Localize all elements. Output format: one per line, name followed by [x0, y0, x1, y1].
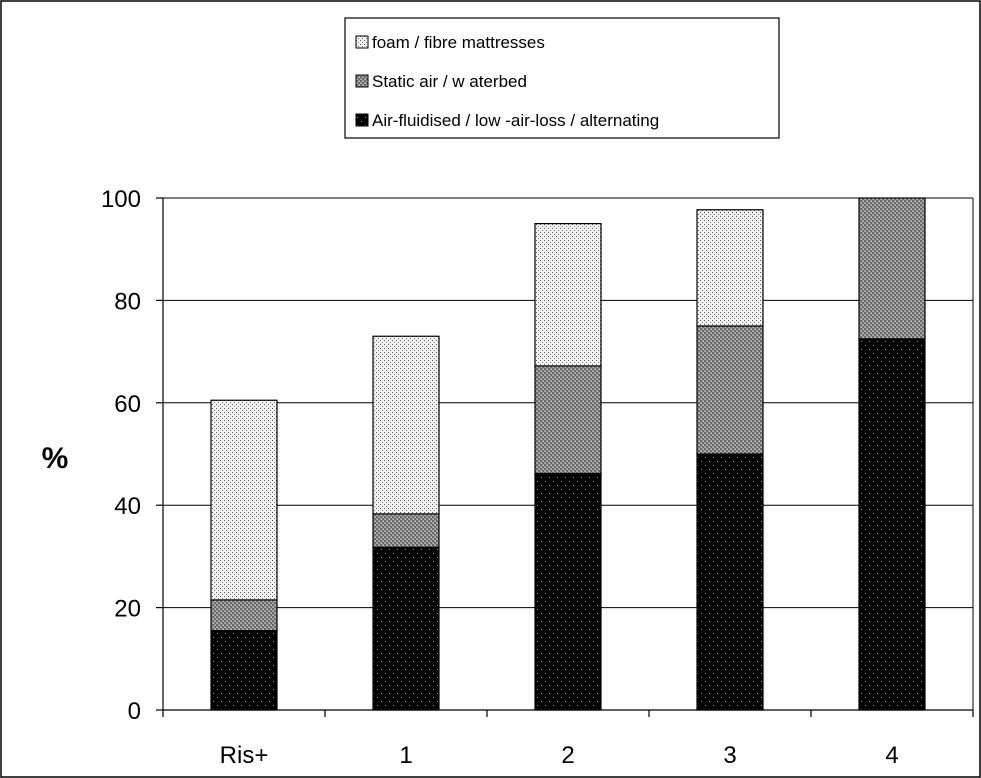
- legend-swatch-foam-fibre-mattresses: [355, 35, 369, 49]
- bar-3-foam-fibre-mattresses: [696, 209, 764, 327]
- y-tick-label: 20: [114, 596, 141, 623]
- bar-ris-air-fluidised-low-air-loss-alternating: [210, 630, 278, 711]
- legend-label: foam / fibre mattresses: [372, 33, 545, 52]
- y-axis-label: %: [42, 442, 69, 475]
- bar-4-static-air-w-aterbed: [858, 197, 926, 340]
- bar-1-static-air-w-aterbed: [372, 513, 440, 548]
- x-tick-label: 3: [723, 742, 736, 769]
- bar-1-air-fluidised-low-air-loss-alternating: [372, 546, 440, 711]
- bar-2-foam-fibre-mattresses: [534, 223, 602, 367]
- y-tick-label: 40: [114, 493, 141, 520]
- bar-3-air-fluidised-low-air-loss-alternating: [696, 453, 764, 711]
- y-tick-label: 100: [101, 186, 141, 213]
- legend-label: Static air / w aterbed: [372, 72, 527, 91]
- bar-1-foam-fibre-mattresses: [372, 335, 440, 515]
- x-tick-label: 1: [399, 742, 412, 769]
- x-tick-label: 4: [885, 742, 898, 769]
- legend-swatch-static-air-w-aterbed: [355, 74, 369, 88]
- legend-swatch-air-fluidised-low-air-loss-alternating: [355, 113, 369, 127]
- x-tick-label: Ris+: [220, 742, 269, 769]
- y-axis: 0 20 40 60 80 100: [101, 186, 163, 725]
- x-tick-label: 2: [561, 742, 574, 769]
- y-tick-label: 0: [128, 698, 141, 725]
- plot-area: [162, 197, 974, 710]
- legend-box: [344, 17, 780, 139]
- bar-ris-foam-fibre-mattresses: [210, 399, 278, 601]
- x-axis: Ris+ 1 2 3 4: [162, 709, 974, 769]
- bar-2-air-fluidised-low-air-loss-alternating: [534, 472, 602, 711]
- bar-3-static-air-w-aterbed: [696, 325, 764, 455]
- y-tick-label: 60: [114, 391, 141, 418]
- bar-ris-static-air-w-aterbed: [210, 599, 278, 632]
- legend: foam / fibre mattresses Static air / w at…: [344, 17, 780, 139]
- bar-2-static-air-w-aterbed: [534, 365, 602, 475]
- bar-4-air-fluidised-low-air-loss-alternating: [858, 338, 926, 711]
- legend-label: Air-fluidised / low -air-loss / alternat…: [372, 111, 659, 130]
- y-tick-label: 80: [114, 288, 141, 315]
- bars: [210, 197, 926, 711]
